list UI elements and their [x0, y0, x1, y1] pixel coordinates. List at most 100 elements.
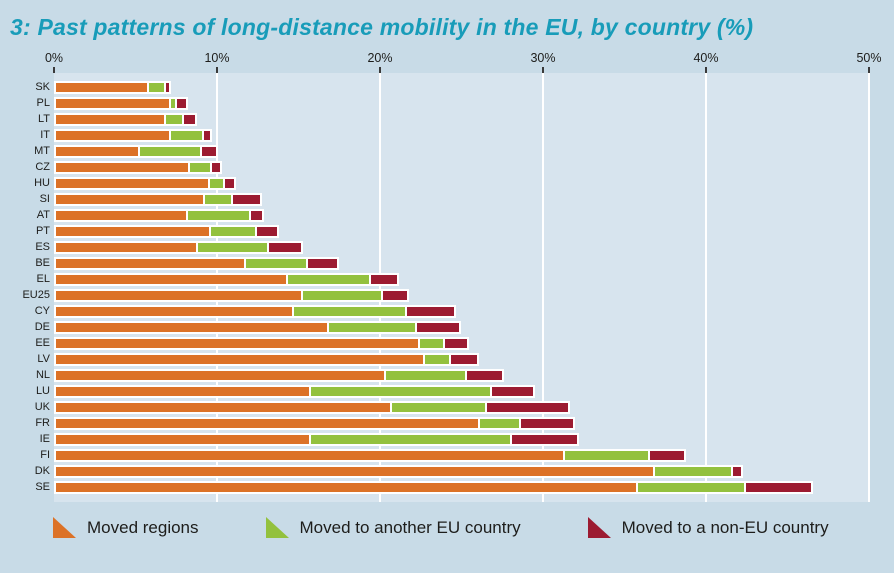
bar [54, 208, 265, 222]
legend-item-moved-to-another-eu-country: Moved to another EU country [265, 516, 521, 539]
chart-row: FI [40, 447, 869, 463]
chart-row: EE [35, 335, 869, 351]
bar-segment-moved-regions [56, 114, 164, 124]
bar [54, 384, 535, 398]
bar-segment-moved-regions [56, 178, 208, 188]
bar-segment-moved-regions [56, 162, 188, 172]
category-label: AT [36, 209, 50, 221]
chart-row: PL [37, 95, 869, 111]
category-label: PT [35, 225, 50, 237]
chart-row: DE [35, 319, 869, 335]
x-tick-label: 0% [44, 51, 64, 65]
bar-segment-moved-regions [56, 370, 384, 380]
x-tick-mark [53, 67, 55, 73]
bar-segment-moved-to-another-eu-country [392, 402, 485, 412]
bar-segment-moved-to-another-eu-country [188, 210, 249, 220]
x-tick-mark [542, 67, 544, 73]
bar [54, 320, 462, 334]
bar [54, 368, 504, 382]
x-tick-mark [868, 67, 870, 73]
triangle-icon [53, 517, 76, 538]
chart-row: ES [35, 239, 869, 255]
bar [54, 80, 172, 94]
legend-label: Moved to a non-EU country [621, 517, 829, 537]
legend-item-moved-regions: Moved regions [52, 516, 199, 539]
bar-segment-moved-regions [56, 338, 418, 348]
bar-segment-moved-to-a-non-eu-country [224, 178, 235, 188]
chart-row: SI [40, 191, 869, 207]
category-label: CY [34, 305, 50, 317]
bar-segment-moved-to-a-non-eu-country [183, 114, 196, 124]
bar [54, 144, 219, 158]
category-label: CZ [35, 161, 50, 173]
bar-segment-moved-regions [56, 482, 637, 492]
legend-label: Moved to another EU country [299, 517, 521, 537]
bar-segment-moved-regions [56, 450, 563, 460]
bar-segment-moved-to-another-eu-country [302, 290, 381, 300]
bar-segment-moved-to-a-non-eu-country [211, 162, 220, 172]
bar-segment-moved-to-a-non-eu-country [416, 322, 460, 332]
bar [54, 128, 212, 142]
category-label: LT [37, 113, 50, 125]
bar-segment-moved-to-another-eu-country [385, 370, 466, 380]
chart-row: LT [38, 111, 869, 127]
bar-segment-moved-to-another-eu-country [564, 450, 648, 460]
bar-segment-moved-to-another-eu-country [198, 242, 267, 252]
bar-segment-moved-regions [56, 402, 391, 412]
gridline [705, 73, 707, 502]
bar-segment-moved-to-another-eu-country [654, 466, 732, 476]
bar-segment-moved-regions [56, 434, 309, 444]
category-label: PL [36, 97, 50, 109]
x-tick-mark [705, 67, 707, 73]
gridline [216, 73, 218, 502]
bar [54, 96, 188, 110]
bar [54, 448, 687, 462]
category-label: SE [35, 481, 50, 493]
bar-segment-moved-to-another-eu-country [165, 114, 182, 124]
bar [54, 176, 237, 190]
triangle-icon [587, 517, 611, 538]
bar-segment-moved-to-a-non-eu-country [165, 82, 170, 92]
bar-segment-moved-regions [56, 258, 244, 268]
category-label: MT [34, 145, 50, 157]
bar-segment-moved-regions [56, 130, 169, 140]
chart-row: HU [34, 175, 869, 191]
bar-segment-moved-to-a-non-eu-country [250, 210, 263, 220]
bar-segment-moved-to-a-non-eu-country [451, 354, 478, 364]
category-label: EU25 [22, 289, 50, 301]
x-tick-label: 30% [530, 51, 556, 65]
bar-segment-moved-to-a-non-eu-country [201, 146, 217, 156]
chart-row: IE [40, 431, 869, 447]
chart-row: DK [35, 463, 869, 479]
chart-row: NL [36, 367, 869, 383]
category-label: LU [35, 385, 50, 397]
category-label: DK [34, 465, 50, 477]
bar-segment-moved-to-another-eu-country [149, 82, 164, 92]
bar [54, 352, 480, 366]
bar-segment-moved-to-another-eu-country [245, 258, 306, 268]
bar-segment-moved-to-another-eu-country [294, 306, 406, 316]
x-tick-mark [216, 67, 218, 73]
bar-segment-moved-to-a-non-eu-country [177, 98, 186, 108]
bar-segment-moved-to-a-non-eu-country [257, 226, 277, 236]
bar-segment-moved-regions [56, 210, 187, 220]
bar [54, 112, 198, 126]
plot-area: SK PL LT IT MT CZ HU SI AT PT ES BE EL EU25 CY DE EE LV NL… [22, 73, 870, 502]
gridline [868, 73, 870, 502]
bar-segment-moved-to-another-eu-country [424, 354, 450, 364]
bar-segment-moved-to-a-non-eu-country [232, 194, 261, 204]
chart-row: SK [35, 79, 869, 95]
bar [54, 272, 400, 286]
bar-segment-moved-regions [56, 226, 210, 236]
bar-segment-moved-regions [56, 82, 148, 92]
category-label: UK [34, 401, 50, 413]
x-tick-mark [379, 67, 381, 73]
bar [54, 256, 340, 270]
bar-segment-moved-to-a-non-eu-country [511, 434, 577, 444]
bar-segment-moved-regions [56, 194, 203, 204]
bar-segment-moved-to-another-eu-country [328, 322, 415, 332]
triangle-icon [265, 517, 289, 538]
bar-segment-moved-regions [56, 290, 301, 300]
chart-row: CY [35, 303, 869, 319]
bar-segment-moved-regions [56, 98, 169, 108]
